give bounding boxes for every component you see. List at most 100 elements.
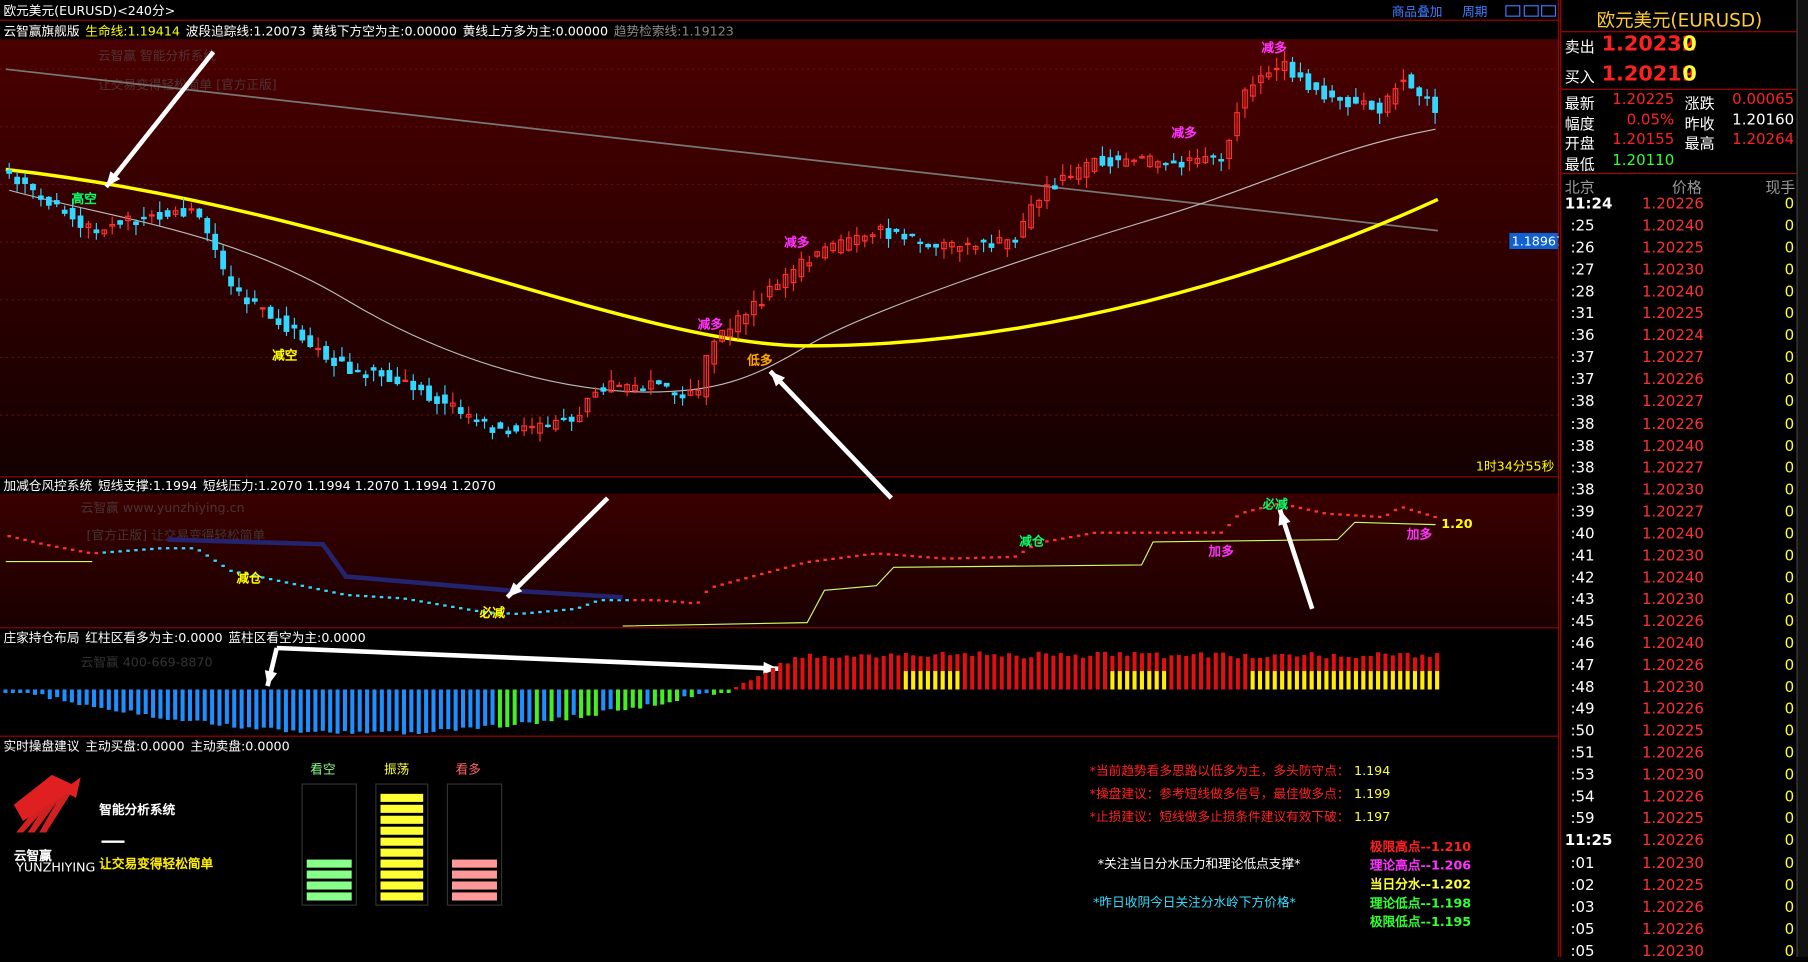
mini-candle <box>237 571 241 574</box>
link[interactable]: 周期 <box>1462 4 1487 19</box>
candle-body <box>1416 87 1423 97</box>
mini-candle <box>958 557 962 560</box>
candle-body <box>663 382 670 387</box>
mini-candle <box>1354 514 1358 517</box>
hist-bar <box>793 657 798 690</box>
hist-bar <box>962 653 967 690</box>
candle-body <box>497 422 504 429</box>
gauge-stripe <box>306 859 352 868</box>
hist-bar <box>1405 671 1410 690</box>
advice-line: *当前趋势看多思路以低多为主，多头防守点： 1.194 <box>1090 763 1391 778</box>
advice-value: 1.199 <box>1354 786 1390 801</box>
link[interactable]: 商品叠加 <box>1392 4 1443 19</box>
mini-candle <box>1393 508 1398 512</box>
arrow <box>1277 508 1315 610</box>
candle-body <box>156 211 163 220</box>
hist-bar <box>40 689 45 695</box>
tick-volume: 0 <box>1784 415 1795 433</box>
stat-value: 1.20155 <box>1612 131 1675 149</box>
panel-title: 云智赢旗舰版 <box>3 24 79 39</box>
hist-bar <box>143 689 148 715</box>
hist-bar <box>741 682 746 690</box>
tick-header: 北京 <box>1564 179 1595 198</box>
candle-body <box>164 210 171 217</box>
mini-candle <box>47 544 51 547</box>
tick-time: :38 <box>1570 415 1595 433</box>
mini-candle <box>672 600 677 603</box>
candle-body <box>1368 100 1375 110</box>
signal-label: 减多 <box>698 317 724 332</box>
candle-body <box>869 234 876 237</box>
tick-time: :39 <box>1570 503 1595 521</box>
hist-bar <box>224 689 229 724</box>
hist-bar <box>306 689 311 732</box>
indicator: 蓝柱区看空为主:0.0000 <box>228 630 365 645</box>
mini-candle <box>427 601 431 604</box>
candle-body <box>109 223 116 227</box>
tick-volume: 0 <box>1784 701 1795 719</box>
candle-body <box>394 376 401 385</box>
candle-body <box>640 388 646 391</box>
hist-bar <box>84 689 89 705</box>
candle-body <box>505 430 512 435</box>
hist-bar <box>1361 671 1366 690</box>
candle-body <box>616 384 623 388</box>
hist-bar <box>1184 655 1189 690</box>
quote-panel: 欧元美元(EURUSD) 卖出 1.20232 0 买入 1.20219 0 最新 1.2022… <box>1560 0 1798 961</box>
hist-bar <box>660 689 665 705</box>
candle-body <box>93 229 100 234</box>
mini-candle <box>173 547 178 550</box>
candle-body <box>473 419 480 423</box>
hist-bar <box>269 689 274 728</box>
candle-body <box>1004 239 1011 250</box>
gauge-stripe <box>451 870 497 879</box>
candle-body <box>370 367 377 371</box>
tick-time: :37 <box>1570 349 1595 368</box>
tick-volume: 0 <box>1784 503 1795 521</box>
chart-area: 欧元美元(EURUSD)<240分> 商品叠加 周期 云智赢旗舰版 生命线:1.1… <box>0 0 1564 957</box>
hist-bar <box>844 655 849 690</box>
mini-candle <box>1045 540 1049 543</box>
mini-candle <box>538 610 542 614</box>
icon-button[interactable] <box>1505 5 1521 17</box>
mini-candle <box>197 549 202 552</box>
mini-candle <box>1417 511 1421 514</box>
arrow-head <box>507 582 523 598</box>
hist-bar <box>32 689 38 695</box>
tick-header: 现手 <box>1765 179 1796 198</box>
candle-body <box>838 239 844 254</box>
candle-body <box>346 361 353 375</box>
mini-candle <box>823 558 827 561</box>
advice-text: *操盘建议：参考短线做多信号，最佳做多点： <box>1090 786 1350 801</box>
candle-body <box>996 237 1003 244</box>
hist-bar <box>645 689 650 705</box>
gauge-stripe <box>380 870 424 879</box>
candle-body <box>299 329 306 341</box>
hist-bar <box>114 689 119 712</box>
candle-body <box>339 356 345 362</box>
mini-candle <box>1377 515 1382 519</box>
mini-candle <box>942 557 946 560</box>
icon-button[interactable] <box>1541 5 1557 17</box>
tick-time: :38 <box>1570 459 1595 477</box>
tick-time: :05 <box>1570 920 1595 939</box>
candle-body <box>1392 88 1399 105</box>
hist-bar <box>468 689 473 728</box>
tick-volume: 0 <box>1784 920 1795 939</box>
tick-time: :43 <box>1570 591 1595 609</box>
signal-label: 减多 <box>784 235 810 250</box>
hist-bar <box>217 689 222 726</box>
mini-candle <box>245 573 249 576</box>
logo-slogan: 让交易变得轻松简单 <box>99 856 213 871</box>
tick-price: 1.20226 <box>1641 657 1704 675</box>
scrollbar[interactable] <box>1796 0 1808 957</box>
hist-bar <box>1176 654 1181 690</box>
icon-button[interactable] <box>1523 5 1539 17</box>
candle-body <box>180 208 187 217</box>
hist-bar <box>1257 671 1263 690</box>
price-tag: 1.18967 <box>1512 234 1559 249</box>
mini-candle <box>799 562 804 565</box>
mini-candle <box>641 598 645 602</box>
hist-bar <box>881 655 886 690</box>
tick-time: :05 <box>1570 942 1595 961</box>
